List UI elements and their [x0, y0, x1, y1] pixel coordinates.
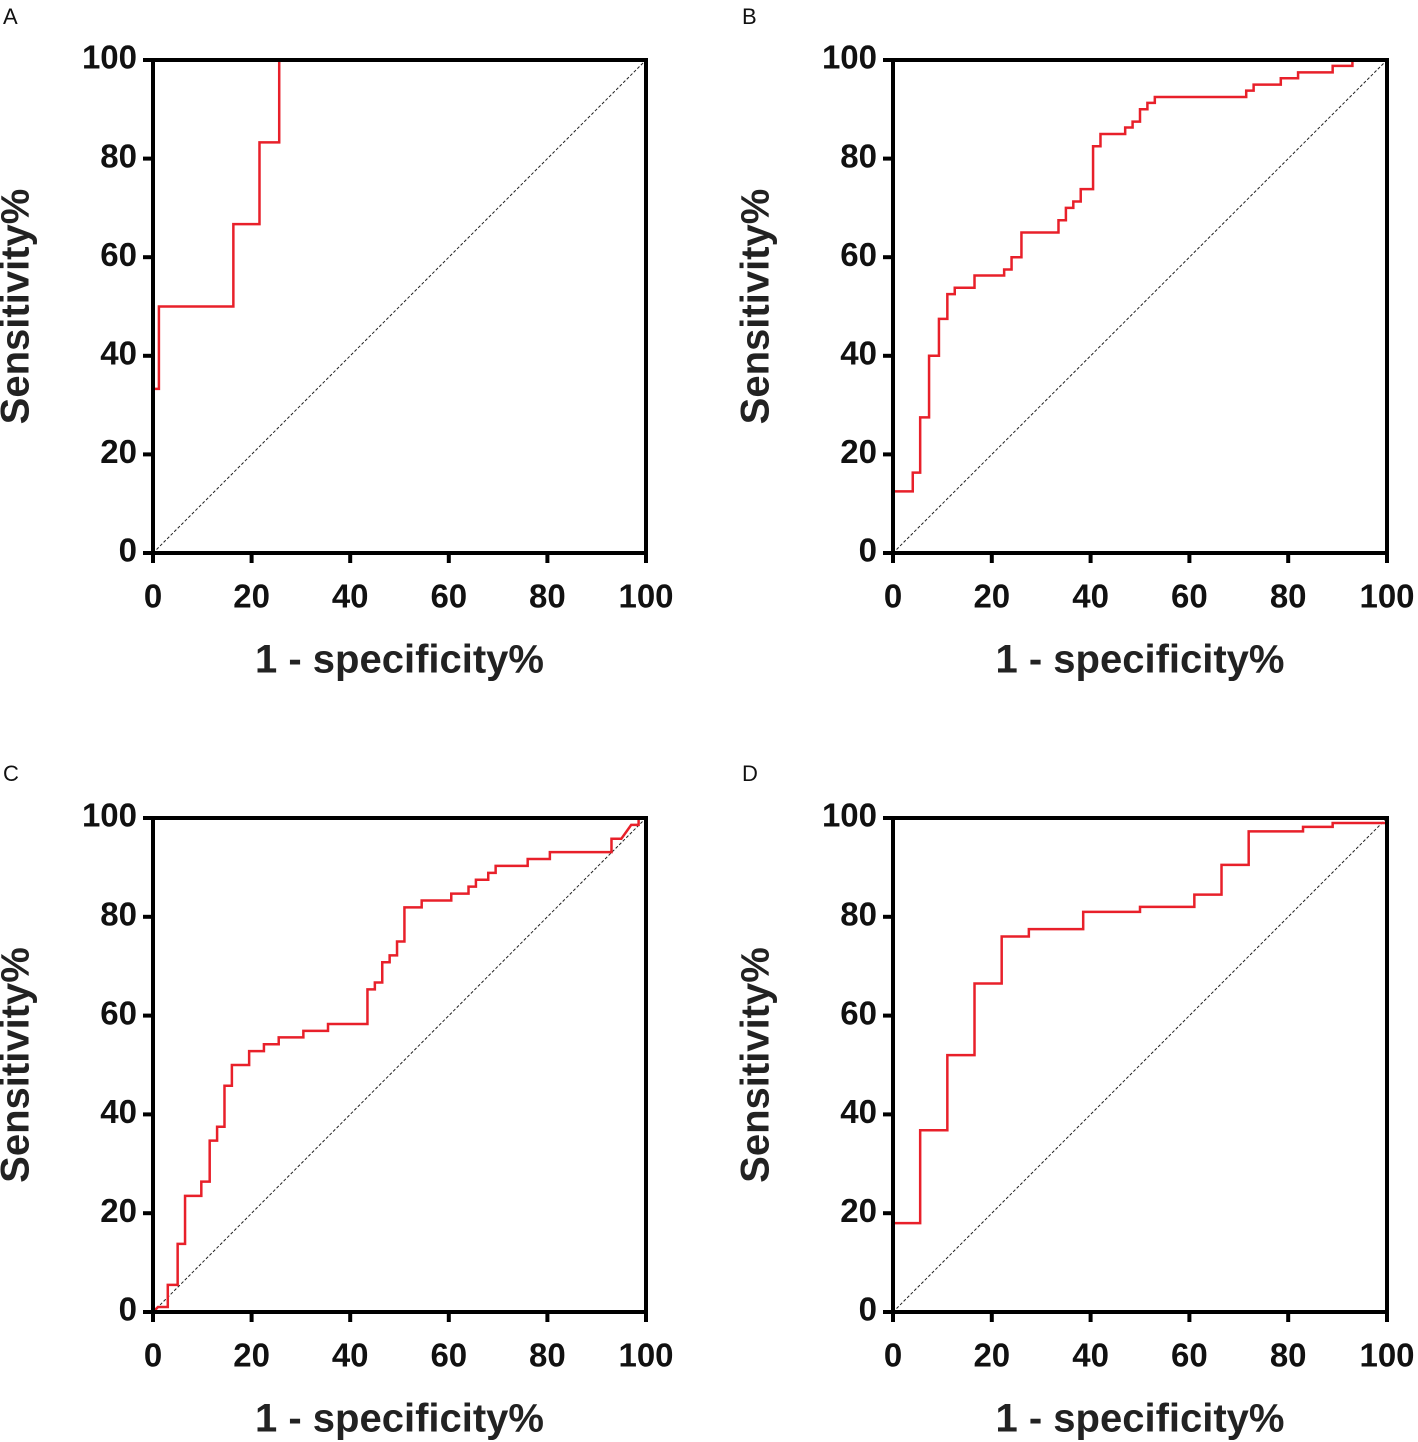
y-tick-label: 100	[82, 39, 137, 76]
panel-label: C	[3, 761, 19, 786]
x-tick-label: 20	[233, 578, 270, 615]
y-tick-label: 0	[859, 1291, 877, 1328]
y-tick-label: 100	[822, 39, 877, 76]
plot-frame	[891, 58, 1389, 555]
reference-diagonal	[892, 59, 1388, 554]
y-tick-label: 60	[840, 994, 877, 1031]
x-tick-label: 0	[884, 1337, 902, 1374]
reference-diagonal	[152, 59, 647, 554]
x-axis-title: 1 - specificity%	[255, 638, 544, 682]
roc-curve	[152, 816, 646, 1313]
y-tick-label: 60	[100, 994, 137, 1031]
x-tick-label: 60	[1171, 1337, 1208, 1374]
y-tick-label: 100	[822, 797, 877, 834]
x-tick-label: 20	[973, 578, 1010, 615]
x-tick-label: 20	[233, 1337, 270, 1374]
x-axis-title: 1 - specificity%	[255, 1397, 544, 1441]
y-axis-title: Sensitivity%	[0, 947, 38, 1183]
plot-frame	[151, 816, 648, 1314]
panel-label: A	[3, 4, 18, 29]
x-tick-label: 100	[1359, 1337, 1414, 1374]
x-tick-label: 80	[529, 578, 566, 615]
x-tick-label: 0	[144, 578, 162, 615]
y-tick-label: 20	[840, 1192, 877, 1229]
y-tick-label: 20	[100, 433, 137, 470]
y-tick-label: 40	[100, 1093, 137, 1130]
y-tick-label: 20	[840, 433, 877, 470]
y-tick-label: 100	[82, 797, 137, 834]
plot-frame	[891, 816, 1389, 1314]
y-tick-label: 80	[840, 137, 877, 174]
x-tick-label: 40	[332, 1337, 369, 1374]
y-tick-label: 80	[100, 896, 137, 933]
x-axis-title: 1 - specificity%	[995, 1397, 1284, 1441]
y-tick-label: 0	[859, 532, 877, 569]
panel-label: D	[742, 761, 758, 786]
x-tick-label: 0	[884, 578, 902, 615]
roc-curve	[891, 818, 1389, 1312]
x-tick-label: 60	[430, 1337, 467, 1374]
y-tick-label: 40	[840, 1093, 877, 1130]
x-axis-title: 1 - specificity%	[995, 638, 1284, 682]
plot-frame	[151, 58, 648, 555]
x-tick-label: 100	[618, 578, 673, 615]
y-tick-label: 0	[119, 1291, 137, 1328]
x-tick-label: 60	[1171, 578, 1208, 615]
y-tick-label: 60	[840, 236, 877, 273]
roc-curve	[891, 58, 1387, 553]
y-tick-label: 80	[840, 896, 877, 933]
roc-curve	[151, 58, 646, 553]
x-tick-label: 40	[332, 578, 369, 615]
y-tick-label: 60	[100, 236, 137, 273]
x-tick-label: 40	[1072, 1337, 1109, 1374]
y-tick-label: 0	[119, 532, 137, 569]
x-tick-label: 100	[1359, 578, 1414, 615]
reference-diagonal	[152, 817, 647, 1313]
x-tick-label: 20	[973, 1337, 1010, 1374]
x-tick-label: 100	[618, 1337, 673, 1374]
x-tick-label: 0	[144, 1337, 162, 1374]
reference-diagonal	[892, 817, 1388, 1313]
panel-label: B	[742, 4, 757, 29]
y-axis-title: Sensitivity%	[0, 189, 38, 425]
x-tick-label: 80	[529, 1337, 566, 1374]
x-tick-label: 80	[1270, 578, 1307, 615]
y-tick-label: 40	[100, 335, 137, 372]
y-axis-title: Sensitivity%	[734, 189, 778, 425]
y-tick-label: 80	[100, 137, 137, 174]
x-tick-label: 60	[430, 578, 467, 615]
y-tick-label: 40	[840, 335, 877, 372]
y-tick-label: 20	[100, 1192, 137, 1229]
y-axis-title: Sensitivity%	[734, 947, 778, 1183]
x-tick-label: 80	[1270, 1337, 1307, 1374]
x-tick-label: 40	[1072, 578, 1109, 615]
